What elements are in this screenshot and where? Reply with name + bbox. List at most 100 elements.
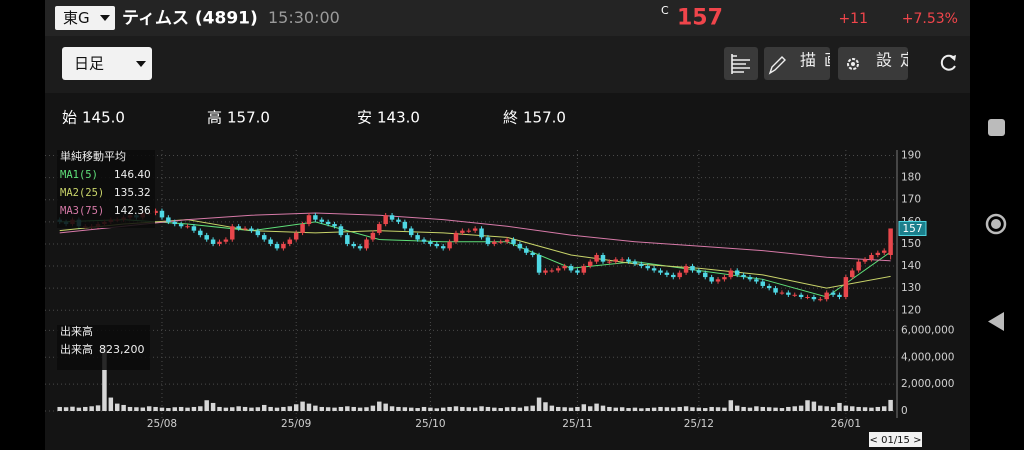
candle-body	[440, 246, 446, 249]
volume-bar	[492, 407, 497, 411]
y-tick-label: 140	[901, 260, 921, 272]
candle-body	[172, 221, 177, 225]
nav-home[interactable]	[985, 213, 1007, 235]
volume-bar	[587, 406, 593, 411]
candle-body	[377, 224, 382, 233]
change: +11	[838, 11, 868, 27]
candle-body	[869, 255, 874, 260]
volume-bar	[677, 406, 682, 411]
volume-bar	[568, 407, 574, 411]
candle-body	[818, 299, 823, 301]
price-tag-label: 157	[902, 223, 922, 235]
candle-body	[338, 226, 344, 236]
candle-body	[428, 241, 433, 244]
market-selector[interactable]	[55, 6, 115, 30]
settings-button[interactable]	[838, 47, 908, 80]
legend-value: 142.36	[114, 205, 151, 217]
volume-bar	[140, 407, 146, 411]
volume-bar	[760, 406, 766, 411]
period-selector[interactable]	[62, 47, 152, 80]
volume-bar	[556, 406, 561, 411]
stock-name: ティムス (4891)	[122, 9, 258, 29]
volume-bar	[127, 406, 133, 411]
volume-bar	[517, 407, 523, 411]
volume-bar	[530, 405, 535, 411]
x-tick-label: 26/01	[831, 418, 861, 430]
candle-body	[850, 270, 855, 278]
candle-body	[325, 221, 331, 225]
candle-body	[236, 226, 241, 229]
legend-name: MA2(25)	[60, 187, 104, 199]
volume-bar	[766, 407, 772, 411]
volume-bar	[460, 406, 465, 411]
candle-body	[185, 226, 190, 228]
nav-recent[interactable]	[988, 119, 1005, 136]
draw-label-clip: 描画	[800, 51, 830, 70]
candle-body	[671, 274, 676, 278]
draw-button[interactable]	[764, 47, 830, 80]
volume-bar	[741, 406, 746, 411]
volume-bar	[159, 407, 165, 411]
volume-bar	[242, 406, 248, 411]
candle-body	[178, 224, 184, 227]
x-tick-label: 25/09	[281, 418, 311, 430]
volume-bar	[198, 406, 203, 411]
candle-body	[613, 259, 619, 262]
x-tick-label: 25/08	[147, 418, 177, 430]
volume-bar	[409, 407, 414, 411]
candle-body	[703, 272, 708, 278]
volume-bar	[357, 407, 363, 411]
candle-body	[255, 230, 261, 236]
volume-bar	[370, 405, 376, 411]
refresh-icon[interactable]	[940, 54, 956, 71]
volume-bar	[70, 406, 75, 411]
candle-body	[223, 239, 229, 242]
volume-bar	[230, 407, 235, 411]
candle-body	[843, 277, 849, 297]
volume-bar	[690, 407, 695, 411]
volume-bar	[466, 407, 471, 411]
volume-bar	[696, 407, 702, 411]
volume-bar	[338, 406, 344, 411]
volume-bar	[402, 407, 408, 411]
y-tick-label: 170	[901, 194, 921, 206]
volume-bar	[210, 402, 216, 411]
candle-body	[658, 270, 663, 273]
time: 15:30:00	[268, 8, 340, 27]
gear-center	[851, 62, 855, 66]
y-tick-label: 0	[901, 405, 908, 417]
volume-bar	[811, 401, 817, 411]
cursor-date-box	[869, 432, 922, 447]
volume-bar	[639, 408, 644, 411]
volume-bar	[364, 407, 369, 411]
candle-body	[389, 215, 395, 220]
candle-body	[345, 235, 350, 244]
legend-value: 135.32	[114, 187, 151, 199]
volume-bar	[862, 407, 868, 411]
volume-bar	[843, 405, 849, 411]
volume-bar	[185, 407, 190, 411]
volume-bar	[524, 406, 529, 411]
volume-bar	[709, 406, 714, 411]
settings-label: 設定	[876, 51, 924, 70]
candle-body	[696, 270, 702, 273]
volume-bar	[293, 404, 299, 411]
candle-body	[421, 239, 427, 242]
ohlc-label: 高	[207, 109, 222, 127]
x-tick-label: 25/12	[684, 418, 714, 430]
volume-bar	[204, 400, 209, 411]
candle-body	[683, 266, 689, 273]
y-tick-label: 6,000,000	[901, 324, 954, 336]
volume-bar	[76, 407, 82, 411]
volume-bar	[319, 406, 324, 411]
nav-back[interactable]	[988, 312, 1004, 331]
volume-bar	[619, 407, 625, 411]
candle-body	[313, 215, 318, 220]
legend-name: 出来高	[60, 342, 93, 356]
volume-bar	[166, 408, 171, 411]
volume-bar	[632, 407, 638, 411]
candle-body	[498, 241, 503, 243]
volume-bar	[779, 408, 785, 411]
dropdown-arrow	[136, 61, 146, 67]
volume-bar	[191, 406, 197, 411]
